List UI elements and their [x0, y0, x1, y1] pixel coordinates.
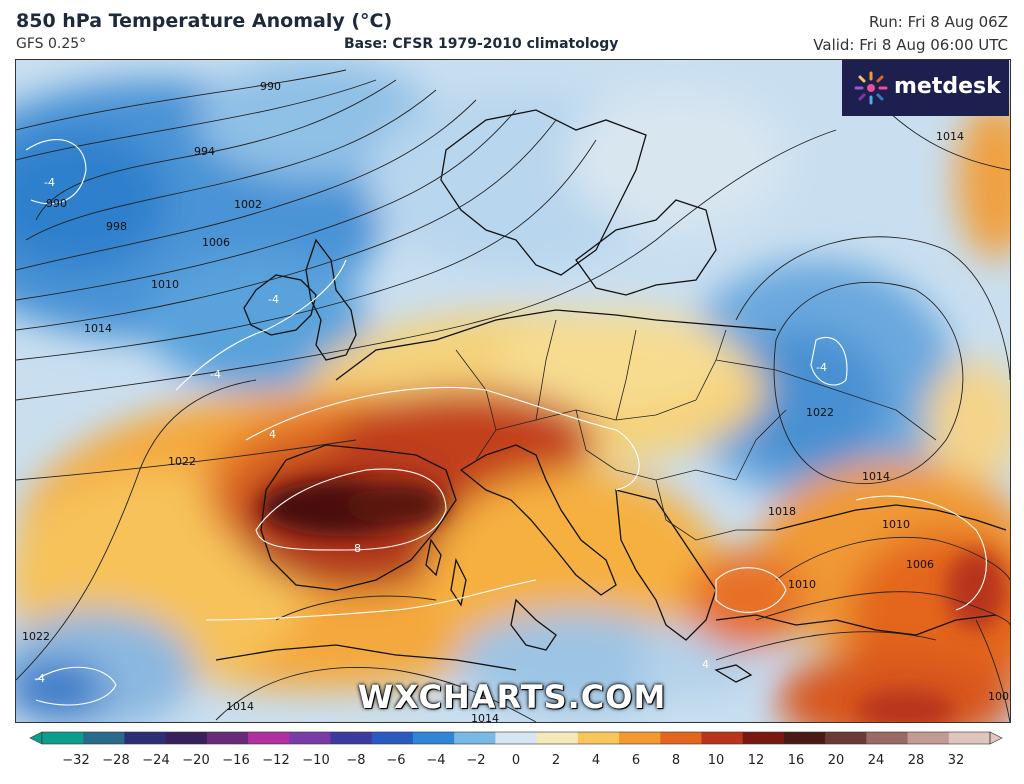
- isobar-label: 1014: [84, 322, 112, 335]
- colorbar-swatch: [536, 732, 579, 744]
- isobar-labels: 990 994 1002 998 1006 990 1010 1014 1022…: [22, 80, 1010, 722]
- colorbar-svg: −32 −28 −24 −20 −16 −12 −10 −8 −6 −4 −2 0 2 4 6 8 10 12 16…: [29, 731, 1003, 768]
- colorbar-swatch: [42, 732, 84, 744]
- colorbar-tick-label: 28: [908, 753, 925, 768]
- colorbar-swatch: [825, 732, 867, 744]
- colorbar-swatch: [701, 732, 744, 744]
- colorbar-tick-label: 10: [708, 753, 725, 768]
- anomaly-hot-core: [261, 480, 1006, 722]
- chart-title: 850 hPa Temperature Anomaly (°C): [16, 10, 393, 32]
- valid-time-label: Valid: Fri 8 Aug 06:00 UTC: [813, 36, 1008, 54]
- isobar-label: 1010: [882, 518, 910, 531]
- isobar-label: 998: [106, 220, 127, 233]
- colorbar-right-arrow: [989, 731, 1003, 745]
- colorbar-swatch: [248, 732, 290, 744]
- isobar-label: 1010: [151, 278, 179, 291]
- logo-text: metdesk: [894, 74, 1001, 99]
- isobar-label: 990: [46, 197, 67, 210]
- isobar-label: 1006: [202, 236, 230, 249]
- colorbar-swatch: [124, 732, 167, 744]
- colorbar-tick-label: 32: [948, 753, 965, 768]
- anomaly-label: -4: [34, 672, 45, 685]
- colorbar-swatch: [948, 732, 991, 744]
- map-canvas: 990 994 1002 998 1006 990 1010 1014 1022…: [16, 60, 1010, 722]
- colorbar-swatch: [289, 732, 332, 744]
- colorbar-swatch: [206, 732, 249, 744]
- anomaly-label: 4: [269, 428, 276, 441]
- colorbar-swatch: [783, 732, 826, 744]
- colorbar-border: [41, 731, 991, 745]
- isobar-label: 1014: [471, 712, 499, 722]
- anomaly-map[interactable]: 990 994 1002 998 1006 990 1010 1014 1022…: [15, 59, 1011, 723]
- colorbar-swatch: [577, 732, 620, 744]
- isobar-label: 990: [260, 80, 281, 93]
- colorbar-tick-label: −16: [222, 753, 249, 768]
- colorbar-swatch: [412, 732, 455, 744]
- colorbar-swatch: [742, 732, 785, 744]
- isobar-label: 1002: [988, 690, 1010, 703]
- colorbar-tick-label: 6: [632, 753, 640, 768]
- colorbar-swatch: [866, 732, 909, 744]
- colorbar-tick-label: −28: [102, 753, 129, 768]
- colorbar-swatch: [907, 732, 950, 744]
- country-borders: [455, 319, 937, 541]
- colorbar-tick-label: 0: [512, 753, 520, 768]
- colorbar-tick-label: −8: [346, 753, 365, 768]
- metdesk-logo[interactable]: metdesk: [842, 60, 1009, 116]
- colorbar-tick-label: 16: [788, 753, 805, 768]
- isobar-label: 1002: [234, 198, 262, 211]
- anomaly-label: -4: [210, 368, 221, 381]
- anomaly-label: -4: [44, 176, 55, 189]
- isobar-label: 1014: [862, 470, 890, 483]
- isobar-label: 1014: [936, 130, 964, 143]
- isobar-label: 994: [194, 145, 215, 158]
- colorbar-tick-label: 8: [672, 753, 680, 768]
- isobars: [16, 69, 1010, 722]
- run-time-label: Run: Fri 8 Aug 06Z: [869, 13, 1008, 31]
- wxcharts-watermark: WXCHARTS.COM: [357, 678, 667, 716]
- colorbar-tick-label: −12: [262, 753, 289, 768]
- anomaly-label: -4: [816, 361, 827, 374]
- anomaly-contours: [25, 139, 987, 706]
- colorbar-swatch: [495, 732, 538, 744]
- climatology-base-label: Base: CFSR 1979-2010 climatology: [344, 36, 619, 52]
- model-label: GFS 0.25°: [16, 36, 87, 52]
- isobar-label: 1022: [806, 406, 834, 419]
- colorbar-tick-label: −32: [62, 753, 89, 768]
- colorbar-tick-label: −24: [142, 753, 169, 768]
- colorbar-tick-label: 20: [828, 753, 845, 768]
- anomaly-label: -4: [268, 293, 279, 306]
- colorbar-left-arrow: [29, 731, 43, 745]
- colorbar-swatch: [165, 732, 208, 744]
- isobar-label: 1014: [226, 700, 254, 713]
- colorbar-tick-label: 2: [552, 753, 560, 768]
- anomaly-label: 8: [354, 542, 361, 555]
- colorbar-tick-label: −20: [182, 753, 209, 768]
- colorbar-tick-label: −6: [386, 753, 405, 768]
- colorbar-swatch: [619, 732, 661, 744]
- colorbar-tick-label: 12: [748, 753, 765, 768]
- colorbar-tick-label: 4: [592, 753, 600, 768]
- anomaly-label: 4: [702, 658, 709, 671]
- colorbar-swatch: [454, 732, 496, 744]
- isobar-label: 1022: [168, 455, 196, 468]
- colorbar-swatch: [660, 732, 702, 744]
- colorbar-tick-label: −4: [426, 753, 445, 768]
- metdesk-sun-icon: [854, 71, 888, 105]
- isobar-label: 1010: [788, 578, 816, 591]
- colorbar-swatch: [330, 732, 373, 744]
- colorbar-swatch: [83, 732, 125, 744]
- colorbar-swatch: [371, 732, 414, 744]
- colorbar: −32 −28 −24 −20 −16 −12 −10 −8 −6 −4 −2 0 2 4 6 8 10 12 16…: [0, 724, 1024, 784]
- colorbar-tick-label: 24: [868, 753, 885, 768]
- isobar-label: 1018: [768, 505, 796, 518]
- colorbar-tick-label: −10: [302, 753, 329, 768]
- coastlines: [215, 109, 1007, 683]
- anomaly-labels: -4 -4 -4 -4 4 8 4 -4: [34, 176, 827, 685]
- isobar-label: 1022: [22, 630, 50, 643]
- isobar-label: 1006: [906, 558, 934, 571]
- colorbar-tick-label: −2: [466, 753, 485, 768]
- chart-header: 850 hPa Temperature Anomaly (°C) GFS 0.2…: [0, 0, 1024, 60]
